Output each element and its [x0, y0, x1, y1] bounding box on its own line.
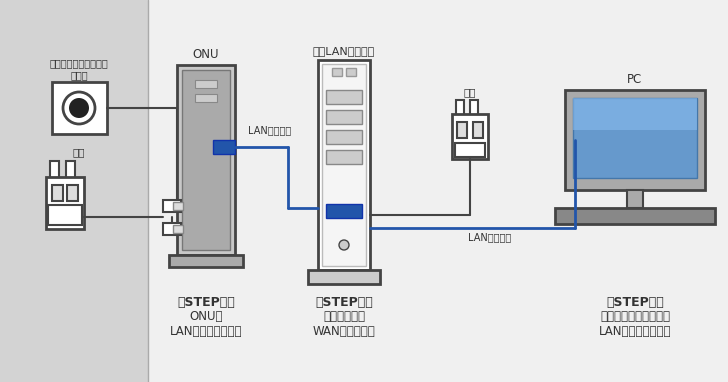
Text: ルーターとデバイスを
LANケーブルで繋ぐ: ルーターとデバイスを LANケーブルで繋ぐ: [598, 310, 671, 338]
Text: 電源: 電源: [73, 147, 85, 157]
Bar: [326, 150, 362, 164]
Bar: [173, 202, 183, 210]
Bar: [182, 70, 230, 250]
Bar: [452, 114, 488, 159]
Bar: [52, 82, 107, 134]
Bar: [565, 90, 705, 190]
Circle shape: [69, 98, 89, 118]
Text: 【STEP３】: 【STEP３】: [606, 296, 664, 309]
Bar: [456, 100, 464, 116]
Bar: [173, 225, 183, 233]
Text: PC: PC: [628, 73, 643, 86]
Bar: [213, 140, 235, 154]
Bar: [66, 161, 75, 179]
Text: 電源: 電源: [464, 87, 476, 97]
Bar: [52, 185, 63, 201]
Circle shape: [339, 240, 349, 250]
Bar: [169, 255, 243, 267]
Bar: [470, 100, 478, 116]
Bar: [0, 0, 148, 382]
Bar: [67, 185, 78, 201]
Bar: [46, 177, 84, 229]
Text: ルーター側の
WAN端子に繋ぐ: ルーター側の WAN端子に繋ぐ: [312, 310, 376, 338]
Text: LANケーブル: LANケーブル: [468, 232, 512, 242]
Polygon shape: [573, 98, 697, 130]
Text: 【STEP２】: 【STEP２】: [315, 296, 373, 309]
Bar: [473, 122, 483, 138]
Bar: [195, 80, 217, 88]
Text: LANケーブル: LANケーブル: [248, 125, 292, 135]
Text: ONUに
LANケーブルを繋ぐ: ONUに LANケーブルを繋ぐ: [170, 310, 242, 338]
Bar: [177, 65, 235, 255]
Bar: [163, 223, 181, 235]
Text: ONU: ONU: [193, 48, 219, 61]
Bar: [555, 208, 715, 224]
Bar: [195, 94, 217, 102]
Bar: [308, 270, 380, 284]
Bar: [326, 90, 362, 104]
Bar: [627, 190, 643, 208]
Text: 光ファイバーケーブル
導入口: 光ファイバーケーブル 導入口: [50, 58, 108, 80]
Text: 有線LANルーター: 有線LANルーター: [313, 46, 375, 56]
Bar: [148, 0, 728, 382]
Bar: [318, 60, 370, 270]
Text: 【STEP１】: 【STEP１】: [177, 296, 235, 309]
Bar: [163, 200, 181, 212]
Circle shape: [63, 92, 95, 124]
Bar: [326, 110, 362, 124]
Bar: [573, 98, 697, 178]
Bar: [326, 130, 362, 144]
Bar: [346, 68, 356, 76]
Bar: [326, 204, 362, 218]
Bar: [332, 68, 342, 76]
Bar: [322, 64, 366, 266]
Bar: [48, 205, 82, 225]
Bar: [455, 143, 485, 157]
Bar: [50, 161, 59, 179]
Bar: [457, 122, 467, 138]
